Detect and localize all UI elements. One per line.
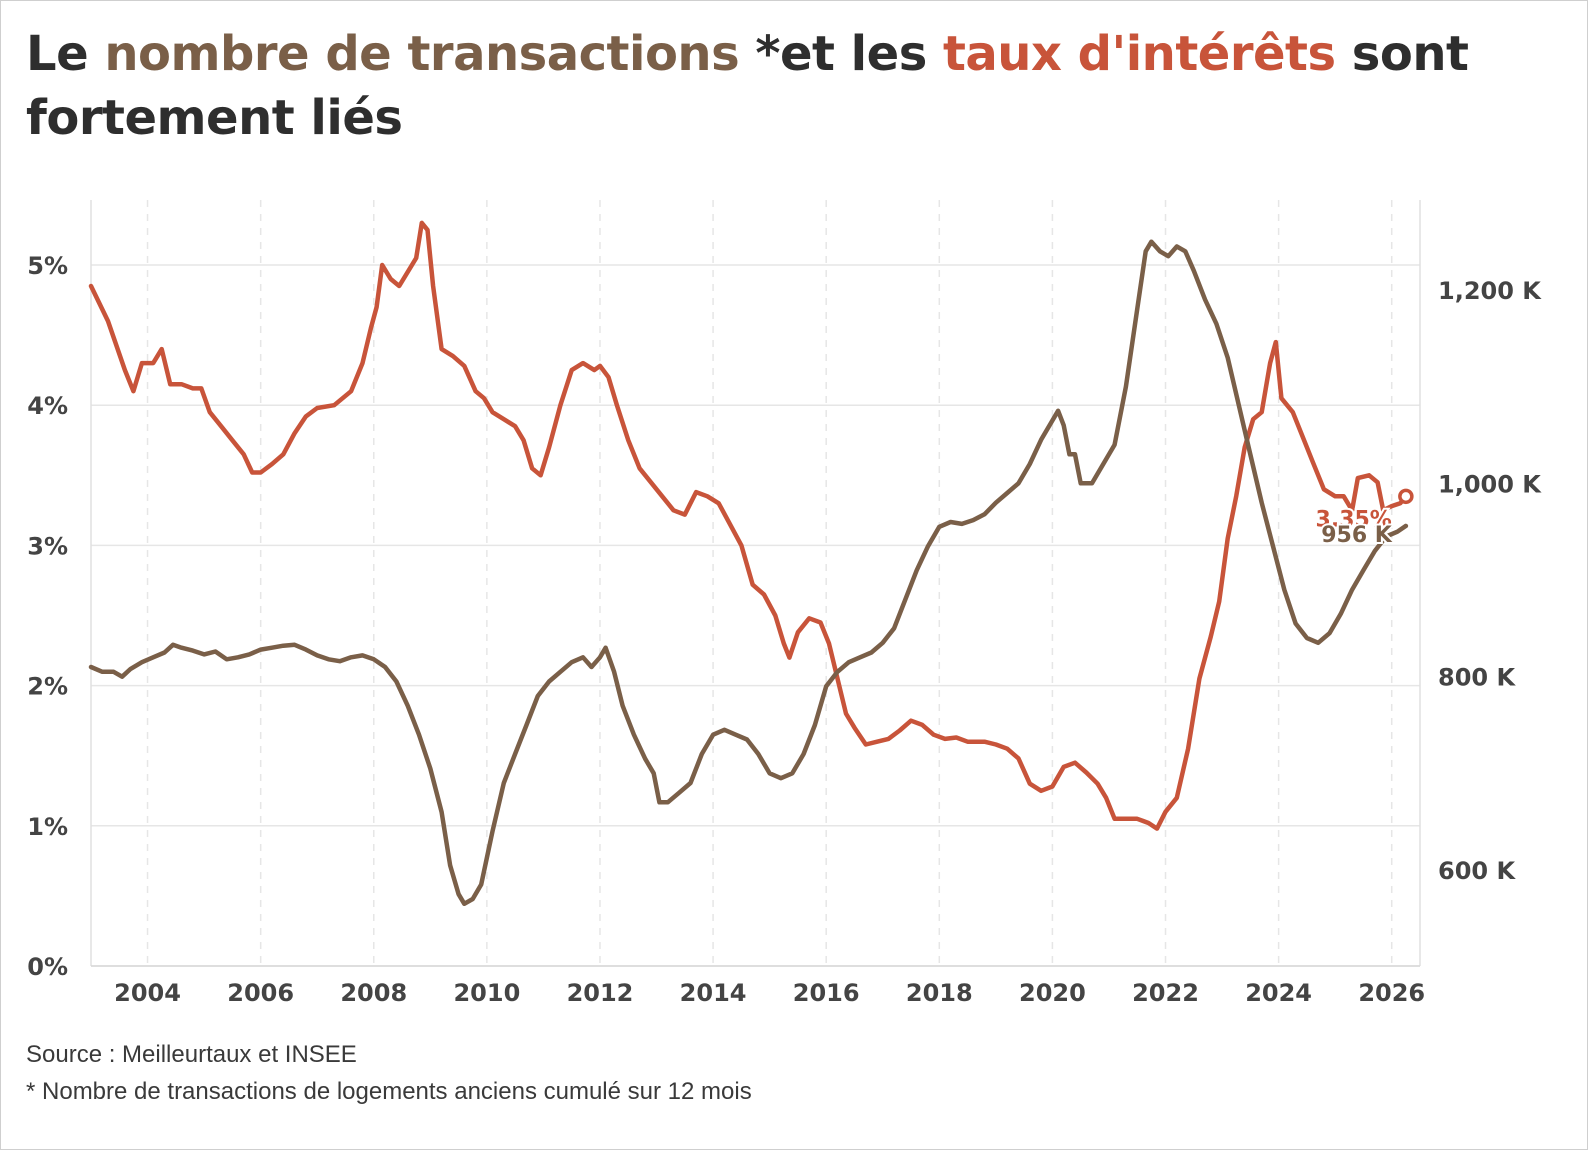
x-tick-label: 2006 (227, 979, 294, 1007)
x-tick-label: 2026 (1358, 979, 1425, 1007)
series-line-rate (88, 220, 1409, 831)
y-left-tick-label: 5% (27, 252, 68, 280)
y-right-tick-label: 1,000 K (1438, 470, 1542, 498)
footnote: * Nombre de transactions de logements an… (26, 1078, 752, 1105)
chart-title: Le nombre de transactions *et les taux d… (26, 22, 1546, 150)
y-left-tick-label: 1% (27, 813, 68, 841)
title-highlight-transactions: nombre de transactions (104, 26, 740, 82)
y-left-tick-label: 0% (27, 953, 68, 981)
x-tick-label: 2022 (1132, 979, 1199, 1007)
series-end-marker-rate (1398, 488, 1414, 505)
source-note: Source : Meilleurtaux et INSEE (26, 1041, 357, 1068)
title-part-1: Le (26, 26, 105, 82)
x-tick-label: 2018 (906, 979, 973, 1007)
series-end-label-transactions: 956 K (1321, 523, 1393, 548)
title-part-5: sont fortement liés (26, 26, 1469, 146)
y-left-tick-label: 2% (27, 673, 68, 701)
title-highlight-taux: taux d'intérêts (942, 26, 1336, 82)
y-left-tick-label: 4% (27, 392, 68, 420)
x-tick-label: 2012 (567, 979, 634, 1007)
title-part-3: *et les (739, 26, 943, 82)
x-tick-label: 2024 (1245, 979, 1312, 1007)
x-tick-label: 2010 (453, 979, 520, 1007)
y-right-tick-label: 600 K (1438, 857, 1516, 885)
x-tick-label: 2014 (680, 979, 747, 1007)
x-tick-label: 2016 (793, 979, 860, 1007)
x-tick-label: 2020 (1019, 979, 1086, 1007)
series-end-label-rate: 3.35% (1316, 507, 1392, 532)
y-right-tick-label: 1,200 K (1438, 277, 1542, 305)
x-tick-label: 2004 (114, 979, 181, 1007)
series-line-transactions (88, 239, 1409, 907)
x-tick-label: 2008 (340, 979, 407, 1007)
y-left-tick-label: 3% (27, 532, 68, 560)
y-right-tick-label: 800 K (1438, 664, 1516, 692)
